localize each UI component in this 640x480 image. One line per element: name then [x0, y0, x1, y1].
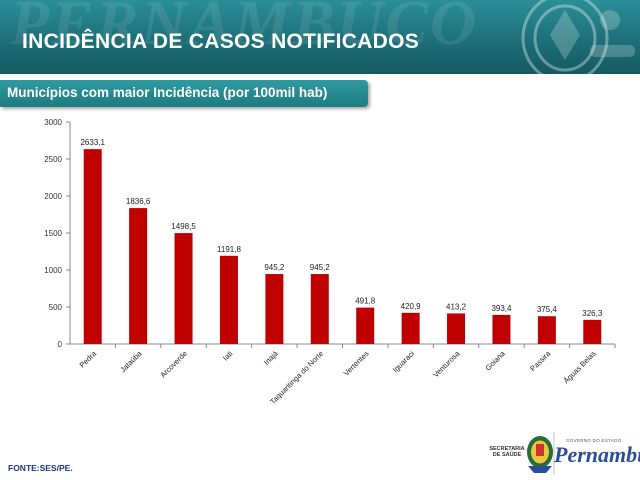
bar — [83, 149, 102, 344]
y-tick-label: 1000 — [44, 266, 62, 275]
bar-value-label: 945,2 — [264, 263, 285, 272]
header-banner: PERNAMBUCO INCIDÊNCIA DE CASOS NOTIFICAD… — [0, 0, 640, 74]
bar — [447, 313, 466, 344]
bar — [401, 312, 420, 344]
x-tick-label: Vertentes — [342, 349, 371, 378]
x-tick-label: Pedra — [78, 348, 99, 369]
bar-value-label: 1498,5 — [171, 222, 196, 231]
page-title: INCIDÊNCIA DE CASOS NOTIFICADOS — [22, 30, 420, 53]
bar-value-label: 1836,6 — [126, 197, 151, 206]
bar — [265, 274, 284, 344]
state-seal-icon — [521, 0, 635, 74]
y-tick-label: 500 — [49, 303, 63, 312]
y-tick-label: 2500 — [44, 155, 62, 164]
y-tick-label: 2000 — [44, 192, 62, 201]
chart-subtitle: Municípios com maior Incidência (por 100… — [7, 85, 328, 100]
logo-secretaria-text: SECRETARIA DE SAÚDE — [489, 446, 525, 458]
y-tick-label: 3000 — [44, 118, 62, 127]
y-tick-label: 1500 — [44, 229, 62, 238]
bar-value-label: 420,9 — [401, 302, 422, 311]
bar-value-label: 413,2 — [446, 302, 467, 311]
x-tick-label: Jataúba — [118, 348, 144, 374]
x-tick-label: Goiana — [483, 348, 507, 372]
header-watermark: PERNAMBUCO — [10, 0, 479, 58]
bar-value-label: 491,8 — [355, 297, 376, 306]
bar — [356, 307, 375, 344]
bar — [583, 319, 602, 344]
x-tick-label: Iati — [221, 349, 235, 363]
y-tick-label: 0 — [58, 340, 63, 349]
x-tick-label: Arcoverde — [158, 349, 189, 380]
bar-value-label: 393,4 — [491, 304, 512, 313]
coat-of-arms-icon — [527, 436, 553, 473]
bar-value-label: 1191,8 — [217, 245, 241, 254]
bar-value-label: 326,3 — [582, 309, 603, 318]
source-note: FONTE:SES/PE. — [8, 463, 73, 473]
x-tick-label: Águas Belas — [562, 349, 598, 385]
x-tick-label: Passira — [528, 348, 553, 373]
bar — [310, 274, 329, 344]
logo-governo-text: GOVERNO DO ESTADO — [566, 438, 622, 443]
bar — [492, 314, 511, 344]
bar-value-label: 375,4 — [537, 305, 558, 314]
bar — [129, 208, 148, 344]
x-tick-label: Iguaraci — [391, 349, 416, 374]
subtitle-box: Municípios com maior Incidência (por 100… — [0, 80, 368, 107]
bar — [174, 233, 193, 344]
bar — [219, 255, 238, 344]
bar-value-label: 2633,1 — [80, 138, 105, 147]
government-logo — [527, 432, 555, 474]
x-tick-label: Venturosa — [431, 348, 462, 379]
bar-value-label: 945,2 — [310, 263, 331, 272]
bar-chart: 0 500 1000 1500 2000 2500 3000 2633,1 Pedra 1836,… — [44, 118, 616, 406]
x-tick-label: Inajá — [262, 348, 280, 366]
bar — [537, 316, 556, 344]
logo-state-wordmark: Pernambuco — [554, 442, 640, 467]
